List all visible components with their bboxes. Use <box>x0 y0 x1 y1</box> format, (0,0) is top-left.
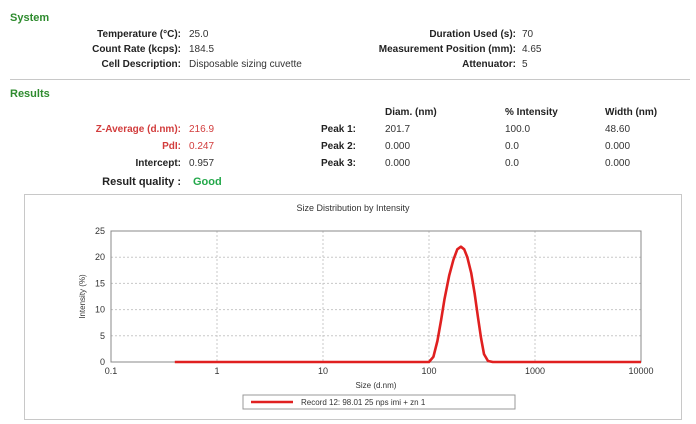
peak-2-label: Peak 2: <box>320 141 356 152</box>
cell-description-value: Disposable sizing cuvette <box>189 59 302 70</box>
legend-label: Record 12: 98.01 25 nps imi + zn 1 <box>301 398 426 407</box>
x-tick-label: 0.1 <box>105 366 118 376</box>
system-section-title: System <box>10 12 50 24</box>
width-header: Width (nm) <box>605 107 658 118</box>
count-rate-label: Count Rate (kcps): <box>92 44 181 55</box>
temperature-value: 25.0 <box>189 29 209 40</box>
duration-label: Duration Used (s): <box>429 29 516 40</box>
chart-plot: 0.1 1 10 100 1000 10000 0 5 10 15 20 25 Size (d.nm) I… <box>78 226 654 410</box>
x-tick-label: 10000 <box>628 366 653 376</box>
z-average-label: Z-Average (d.nm): <box>95 124 181 135</box>
peak-1-intensity: 100.0 <box>505 124 531 135</box>
series-line-0 <box>174 245 641 364</box>
peak-1-width: 48.60 <box>605 124 631 135</box>
x-tick-label: 1 <box>214 366 219 376</box>
peak-3-diam: 0.000 <box>385 158 411 169</box>
peak-2-width: 0.000 <box>605 141 631 152</box>
peak-3-width: 0.000 <box>605 158 631 169</box>
y-axis-label: Intensity (%) <box>78 274 87 319</box>
x-tick-label: 100 <box>421 366 436 376</box>
peak-3-label: Peak 3: <box>320 158 356 169</box>
pdi-label: PdI: <box>162 141 181 152</box>
intercept-label: Intercept: <box>135 158 181 169</box>
cell-description-label: Cell Description: <box>101 59 181 70</box>
peak-3-intensity: 0.0 <box>505 158 519 169</box>
attenuator-value: 5 <box>522 59 528 70</box>
pdi-value: 0.247 <box>189 141 215 152</box>
y-tick-label: 25 <box>95 226 105 236</box>
peak-1-label: Peak 1: <box>320 124 356 135</box>
duration-value: 70 <box>522 29 534 40</box>
plot-frame <box>110 230 642 363</box>
attenuator-label: Attenuator: <box>462 59 516 70</box>
size-distribution-chart: Size Distribution by Intensity 0.1 1 10 100… <box>24 194 682 420</box>
z-average-value: 216.9 <box>189 124 215 135</box>
peak-2-intensity: 0.0 <box>505 141 519 152</box>
measurement-position-value: 4.65 <box>522 44 542 55</box>
peak-2-diam: 0.000 <box>385 141 411 152</box>
y-tick-label: 20 <box>95 252 105 262</box>
intensity-header: % Intensity <box>505 107 558 118</box>
result-quality-value: Good <box>193 176 222 188</box>
intercept-value: 0.957 <box>189 158 215 169</box>
results-section-title: Results <box>10 88 50 100</box>
count-rate-value: 184.5 <box>189 44 215 55</box>
chart-title: Size Distribution by Intensity <box>296 203 410 213</box>
section-divider <box>10 79 690 80</box>
diam-header: Diam. (nm) <box>385 107 437 118</box>
x-tick-label: 10 <box>318 366 328 376</box>
measurement-position-label: Measurement Position (mm): <box>378 44 516 55</box>
legend-box <box>242 394 516 410</box>
peak-1-diam: 201.7 <box>385 124 411 135</box>
y-tick-label: 5 <box>100 331 105 341</box>
x-axis-label: Size (d.nm) <box>356 381 397 390</box>
x-tick-label: 1000 <box>525 366 545 376</box>
y-tick-label: 0 <box>100 357 105 367</box>
y-tick-label: 15 <box>95 278 105 288</box>
temperature-label: Temperature (°C): <box>97 29 181 40</box>
y-tick-label: 10 <box>95 305 105 315</box>
result-quality-label: Result quality : <box>102 176 181 188</box>
